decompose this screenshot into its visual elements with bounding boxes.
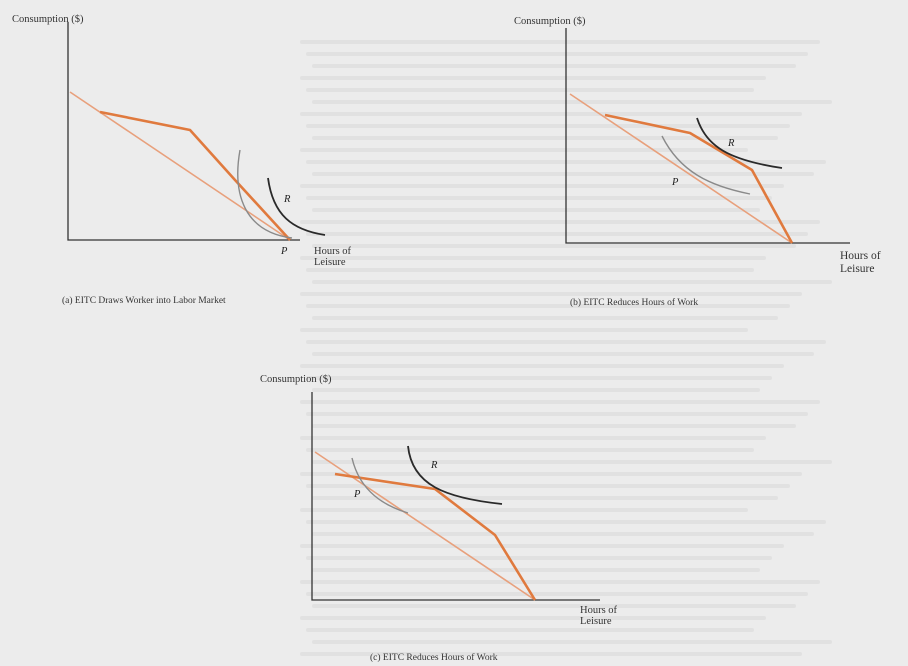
panel-a-axes	[67, 22, 300, 241]
panel-a-indifference-curve-r	[267, 177, 326, 236]
panel-c-indifference-curve-p	[351, 457, 409, 514]
background-text-line	[306, 412, 808, 416]
background-text-line	[312, 640, 832, 644]
panel-a-original-budget-line	[69, 91, 291, 241]
background-text-line	[306, 520, 826, 524]
background-text-line	[300, 652, 802, 656]
panel-c-axes	[311, 392, 600, 601]
panel-b-caption: (b) EITC Reduces Hours of Work	[570, 298, 699, 308]
background-text-line	[300, 148, 748, 152]
background-text-line	[306, 88, 754, 92]
panel-a-x-axis-label-line1: Hours of	[314, 246, 352, 257]
panel-c-x-axis-label-line1: Hours of	[580, 605, 618, 616]
panel-b-x-axis-label: Hours of Leisure	[840, 250, 881, 276]
background-text-line	[306, 484, 790, 488]
background-text-line	[300, 256, 766, 260]
background-text-line	[306, 376, 772, 380]
background-text-line	[300, 112, 802, 116]
background-text-line	[306, 628, 754, 632]
background-text-line	[312, 244, 796, 248]
panel-c-y-axis-label: Consumption ($)	[260, 374, 332, 385]
panel-b-y-axis-label: Consumption ($)	[514, 16, 586, 27]
panel-b-point-r: R	[728, 138, 735, 149]
background-text-line	[312, 64, 796, 68]
panel-b-indifference-curve-p	[661, 135, 751, 195]
background-text-line	[306, 304, 790, 308]
panel-a-x-axis-label-line2: Leisure	[314, 257, 346, 268]
panel-b-indifference-curve-r	[696, 117, 783, 169]
background-text-line	[312, 568, 760, 572]
panel-b-x-axis-label-line2: Leisure	[840, 263, 875, 275]
panel-c-x-axis-label-line2: Leisure	[580, 616, 612, 627]
panel-a-caption: (a) EITC Draws Worker into Labor Market	[62, 296, 226, 306]
background-text-line	[312, 460, 832, 464]
background-text-line	[306, 592, 808, 596]
panel-c-caption: (c) EITC Reduces Hours of Work	[370, 653, 498, 663]
background-text-line	[300, 436, 766, 440]
background-text-line	[300, 40, 820, 44]
panel-a-x-axis-label: Hours of Leisure	[314, 246, 351, 268]
background-text-line	[300, 400, 820, 404]
background-text-line	[312, 172, 814, 176]
panel-c-original-budget-line	[314, 451, 536, 601]
background-text-line	[312, 100, 832, 104]
background-text-line	[312, 280, 832, 284]
panel-b-point-p: P	[672, 177, 679, 188]
background-text-line	[300, 220, 820, 224]
panel-a-point-r: R	[284, 194, 291, 205]
background-text-line	[312, 388, 760, 392]
background-text-line	[312, 532, 814, 536]
panel-c-indifference-curve-r	[407, 445, 503, 505]
background-text-line	[312, 496, 778, 500]
background-text-line	[306, 232, 808, 236]
background-text-line	[300, 580, 820, 584]
background-text-line	[306, 52, 808, 56]
panel-c-x-axis-label: Hours of Leisure	[580, 605, 617, 627]
background-text-line	[300, 508, 748, 512]
background-text-line	[306, 268, 754, 272]
panel-c-point-p: P	[354, 489, 361, 500]
panel-a-point-p: P	[281, 246, 288, 257]
background-text-line	[312, 136, 778, 140]
background-text-line	[306, 448, 754, 452]
background-text-line	[306, 124, 790, 128]
background-text-line	[312, 604, 796, 608]
panel-b-original-budget-line	[569, 93, 793, 244]
background-text-line	[300, 472, 802, 476]
background-text-line	[312, 424, 796, 428]
background-text-line	[300, 364, 784, 368]
panel-a-y-axis-label: Consumption ($)	[12, 14, 84, 25]
background-text-line	[300, 292, 802, 296]
background-text-line	[306, 556, 772, 560]
panel-c-point-r: R	[431, 460, 438, 471]
panel-a-eitc-budget-line	[99, 110, 291, 241]
background-text-line	[306, 340, 826, 344]
background-text-line	[300, 76, 766, 80]
panel-b-x-axis-label-line1: Hours of	[840, 250, 881, 262]
background-text-line	[312, 352, 814, 356]
background-text-line	[300, 544, 784, 548]
background-text-line	[306, 196, 772, 200]
panel-c-eitc-budget-line	[334, 472, 537, 601]
panel-b-eitc-budget-line	[604, 113, 794, 244]
background-text-line	[300, 184, 784, 188]
panel-b-axes	[565, 28, 850, 244]
background-text-line	[312, 316, 778, 320]
background-text-line	[300, 616, 766, 620]
background-text-line	[312, 208, 760, 212]
panel-a-indifference-curve-p	[237, 149, 293, 239]
background-text-line	[300, 328, 748, 332]
